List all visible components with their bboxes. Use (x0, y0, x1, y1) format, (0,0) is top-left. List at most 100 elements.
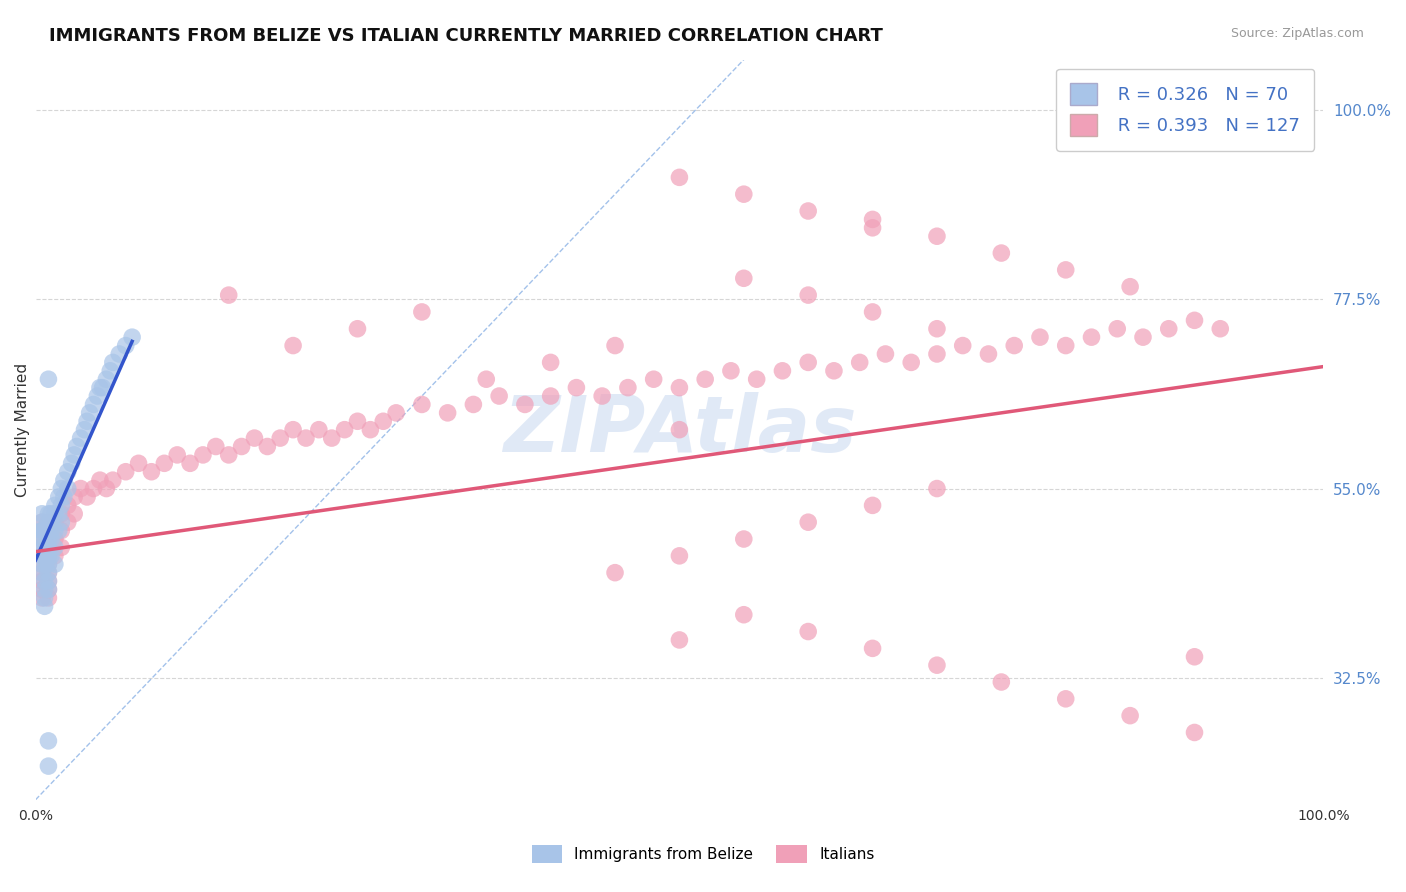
Point (39, 515, 62, 529)
Point (31, 549, 53, 563)
Point (108, 347, 131, 361)
Text: ZIPAtlas: ZIPAtlas (503, 392, 856, 467)
Point (37, 524, 59, 538)
Point (1132, 330, 1154, 344)
Point (346, 322, 368, 336)
Point (69, 431, 91, 445)
Point (977, 347, 1000, 361)
Point (281, 338, 304, 352)
Point (269, 431, 291, 445)
Point (617, 381, 640, 395)
Point (44, 499, 66, 513)
Point (31, 541, 53, 555)
Point (31, 591, 53, 605)
Point (513, 397, 536, 411)
Point (733, 532, 755, 546)
Point (797, 288, 820, 302)
Point (475, 372, 498, 386)
Point (231, 440, 253, 454)
Point (205, 440, 228, 454)
Point (31, 566, 53, 580)
Point (540, 389, 562, 403)
Point (39, 524, 62, 538)
Point (668, 381, 690, 395)
Point (34, 599, 56, 614)
Point (52, 473, 75, 487)
Point (1054, 263, 1077, 277)
Point (373, 414, 395, 428)
Point (31, 515, 53, 529)
Point (76, 490, 98, 504)
Point (565, 381, 588, 395)
Point (35, 541, 58, 555)
Point (603, 338, 626, 352)
Point (243, 431, 266, 445)
Point (73, 423, 96, 437)
Point (952, 338, 974, 352)
Point (37, 372, 59, 386)
Point (540, 355, 562, 369)
Point (63, 490, 86, 504)
Point (862, 220, 884, 235)
Point (1184, 649, 1206, 664)
Point (37, 515, 59, 529)
Point (34, 582, 56, 597)
Point (1002, 338, 1025, 352)
Point (141, 465, 163, 479)
Point (166, 448, 188, 462)
Point (770, 364, 793, 378)
Point (37, 541, 59, 555)
Point (720, 364, 742, 378)
Point (218, 288, 240, 302)
Point (121, 330, 143, 344)
Point (1119, 708, 1142, 723)
Point (37, 574, 59, 588)
Point (862, 212, 884, 227)
Point (51, 499, 73, 513)
Point (52, 490, 75, 504)
Point (128, 456, 150, 470)
Point (990, 246, 1012, 260)
Point (101, 355, 124, 369)
Point (218, 448, 240, 462)
Point (44, 532, 66, 546)
Point (1157, 322, 1180, 336)
Point (848, 355, 870, 369)
Point (643, 372, 665, 386)
Point (44, 549, 66, 563)
Point (31, 558, 53, 572)
Point (875, 347, 897, 361)
Point (31, 549, 53, 563)
Point (1080, 330, 1102, 344)
Point (31, 558, 53, 572)
Point (60, 456, 83, 470)
Point (925, 229, 948, 244)
Point (385, 406, 408, 420)
Text: IMMIGRANTS FROM BELIZE VS ITALIAN CURRENTLY MARRIED CORRELATION CHART: IMMIGRANTS FROM BELIZE VS ITALIAN CURREN… (49, 27, 883, 45)
Point (31, 582, 53, 597)
Point (66, 440, 89, 454)
Point (925, 658, 948, 673)
Point (308, 423, 330, 437)
Legend: Immigrants from Belize, Italians: Immigrants from Belize, Italians (519, 832, 887, 875)
Point (862, 305, 884, 319)
Point (823, 364, 845, 378)
Point (925, 322, 948, 336)
Y-axis label: Currently Married: Currently Married (15, 363, 30, 497)
Point (89, 381, 111, 395)
Point (733, 271, 755, 285)
Point (990, 675, 1012, 690)
Point (37, 566, 59, 580)
Point (83, 397, 105, 411)
Point (256, 440, 278, 454)
Point (34, 574, 56, 588)
Point (37, 591, 59, 605)
Point (44, 524, 66, 538)
Point (96, 372, 118, 386)
Point (44, 515, 66, 529)
Point (436, 406, 458, 420)
Legend:  R = 0.326   N = 70,  R = 0.393   N = 127: R = 0.326 N = 70, R = 0.393 N = 127 (1056, 69, 1315, 151)
Point (34, 524, 56, 538)
Point (39, 532, 62, 546)
Point (39, 507, 62, 521)
